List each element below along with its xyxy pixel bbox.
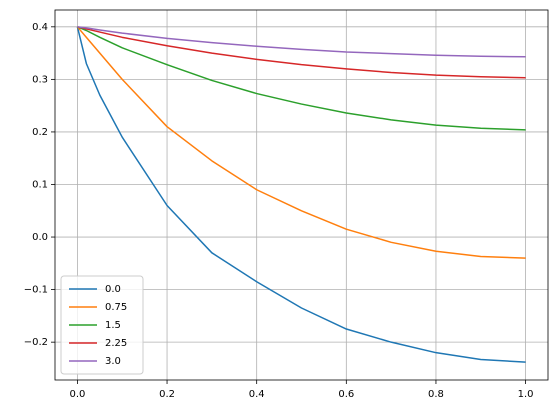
series-line bbox=[77, 26, 526, 79]
legend-label: 1.5 bbox=[105, 320, 121, 331]
y-tick-label: 0.0 bbox=[32, 232, 48, 243]
legend-label: 3.0 bbox=[105, 356, 121, 367]
y-tick-label: 0.3 bbox=[32, 74, 48, 85]
series-line bbox=[76, 26, 526, 363]
x-tick-label: 0.2 bbox=[159, 389, 175, 400]
y-tick-label: 0.2 bbox=[32, 127, 48, 138]
y-tick-label: 0.4 bbox=[32, 22, 48, 33]
x-tick-label: 0.4 bbox=[249, 389, 265, 400]
legend: 0.0 0.75 1.5 2.25 3.0 bbox=[60, 275, 144, 375]
y-tick-label: −0.1 bbox=[24, 285, 48, 296]
y-tick-label: 0.1 bbox=[32, 179, 48, 190]
series-line bbox=[77, 26, 526, 131]
series-line bbox=[77, 26, 526, 58]
x-tick-label: 0.0 bbox=[69, 389, 85, 400]
series-line bbox=[76, 26, 526, 259]
x-tick-label: 0.6 bbox=[338, 389, 354, 400]
legend-box bbox=[60, 275, 144, 375]
legend-label: 0.0 bbox=[105, 284, 121, 295]
plot-frame bbox=[54, 9, 549, 381]
x-tick-label: 0.8 bbox=[428, 389, 444, 400]
y-tick-label: −0.2 bbox=[24, 337, 48, 348]
legend-label: 0.75 bbox=[105, 302, 127, 313]
legend-label: 2.25 bbox=[105, 338, 127, 349]
x-tick-label: 1.0 bbox=[518, 389, 534, 400]
